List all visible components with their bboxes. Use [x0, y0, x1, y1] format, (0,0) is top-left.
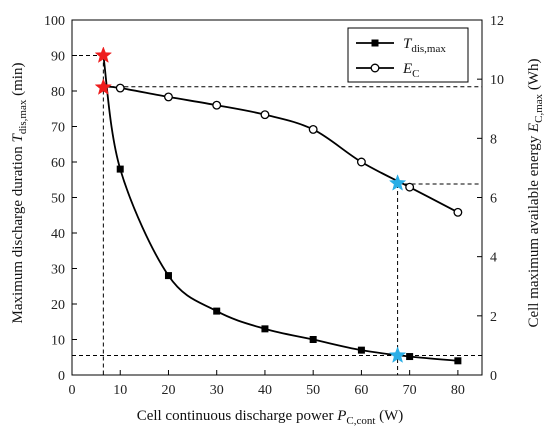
x-tick-label: 20	[161, 383, 175, 398]
y-left-tick-label: 90	[51, 50, 65, 65]
y-left-tick-label: 100	[44, 14, 65, 29]
y-right-tick-label: 12	[490, 14, 504, 29]
x-tick-label: 50	[306, 383, 320, 398]
x-tick-label: 40	[258, 383, 272, 398]
y-right-tick-label: 8	[490, 132, 497, 147]
square-marker	[261, 325, 269, 333]
y-axis-right-title: Cell maximum available energy EC,max (Wh…	[526, 58, 545, 327]
circle-marker	[164, 92, 173, 102]
legend-square-marker	[371, 39, 379, 47]
circle-marker	[212, 100, 222, 110]
x-tick-label: 10	[113, 383, 127, 398]
y-left-tick-label: 70	[51, 121, 65, 136]
circle-marker	[405, 182, 415, 192]
square-marker	[357, 346, 365, 354]
star-marker	[94, 78, 113, 95]
legend: Tdis,max EC	[347, 27, 469, 83]
y-left-tick-label: 80	[51, 85, 65, 100]
legend-label: EC	[402, 61, 420, 80]
y-right-tick-label: 10	[490, 73, 504, 88]
legend-circle-marker	[370, 63, 380, 73]
y-right-tick-label: 2	[490, 310, 497, 325]
x-tick-label: 80	[451, 383, 465, 398]
series-group	[102, 55, 463, 365]
circle-marker	[356, 157, 366, 167]
guide-lines	[72, 55, 482, 375]
y-axis-left-title: Maximum discharge duration Tdis,max (min…	[10, 63, 29, 324]
legend-box	[347, 27, 469, 83]
highlight-stars	[94, 46, 407, 363]
y-left-tick-label: 30	[51, 263, 65, 278]
y-right-tick-label: 6	[490, 192, 497, 207]
star-marker	[388, 174, 407, 191]
square-marker	[164, 272, 172, 280]
circle-marker	[308, 125, 318, 134]
x-axis-title: Cell continuous discharge power PC,cont …	[137, 408, 404, 427]
star-marker	[94, 46, 113, 63]
y-left-tick-label: 60	[51, 156, 65, 171]
square-marker	[309, 336, 317, 343]
square-marker	[116, 165, 124, 173]
series-line	[103, 85, 459, 214]
x-tick-label: 70	[403, 383, 417, 398]
y-left-tick-label: 20	[51, 298, 65, 313]
square-marker	[454, 357, 462, 365]
x-tick-label: 30	[210, 383, 224, 398]
circle-marker	[115, 83, 125, 93]
circle-marker	[453, 207, 463, 217]
y-left-tick-label: 50	[51, 192, 65, 207]
square-marker	[213, 307, 221, 315]
y-left-tick-label: 10	[51, 334, 65, 349]
y-right-tick-label: 0	[490, 369, 497, 384]
star-marker	[388, 346, 407, 363]
y-right-tick-label: 4	[490, 251, 497, 266]
axis-ticks: 0 10 20 30 40 50 60 70 80 0 10 20 30 40 50 60 70 80 90 100 0…	[44, 14, 504, 398]
legend-label: Tdis,max	[403, 36, 446, 55]
square-marker	[406, 353, 414, 361]
y-left-tick-label: 0	[58, 369, 65, 384]
x-tick-label: 0	[69, 383, 76, 398]
y-left-tick-label: 40	[51, 227, 65, 242]
x-tick-label: 60	[354, 383, 368, 398]
circle-marker	[260, 110, 270, 120]
series-line	[102, 55, 458, 362]
